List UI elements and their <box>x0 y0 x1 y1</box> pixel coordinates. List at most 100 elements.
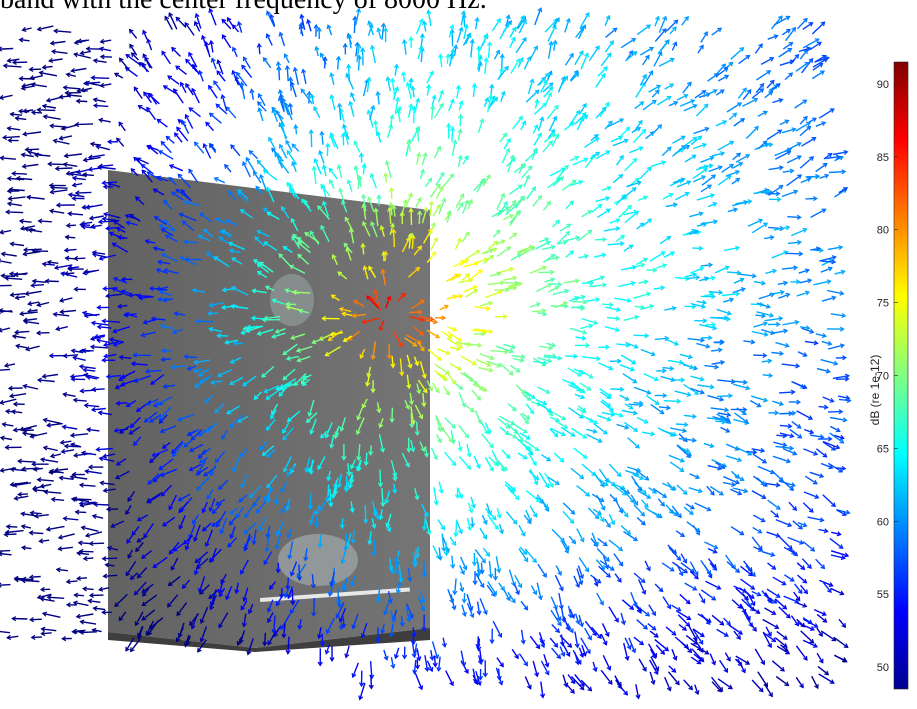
intensity-vector-head <box>263 241 269 246</box>
intensity-vector-head <box>285 506 291 512</box>
intensity-vector-head <box>451 379 457 385</box>
intensity-vector <box>231 286 249 296</box>
intensity-vector-head <box>209 601 215 607</box>
intensity-vector-head <box>787 47 793 53</box>
intensity-vector-head <box>749 606 755 612</box>
intensity-vector-head <box>776 196 782 203</box>
intensity-vector-head <box>317 661 323 667</box>
intensity-vector <box>198 449 207 459</box>
intensity-vector-head <box>706 570 712 576</box>
intensity-vector-head <box>416 196 422 203</box>
intensity-vector <box>480 562 483 574</box>
intensity-vector-head <box>285 355 291 361</box>
intensity-vector-head <box>789 445 795 451</box>
intensity-vector-head <box>498 210 504 215</box>
intensity-vector-head <box>765 188 771 195</box>
intensity-vector <box>781 266 798 270</box>
intensity-vector-head <box>87 166 93 172</box>
intensity-vector-head <box>198 371 204 377</box>
intensity-vector <box>446 326 457 331</box>
intensity-vector <box>430 649 434 660</box>
intensity-vector <box>675 530 685 537</box>
intensity-vector-head <box>376 27 382 33</box>
intensity-vector <box>574 652 579 665</box>
intensity-vector-head <box>104 562 110 568</box>
intensity-vector-head <box>601 252 607 258</box>
intensity-vector-head <box>280 508 286 514</box>
intensity-vector <box>619 126 630 138</box>
intensity-vector <box>30 618 42 621</box>
intensity-vector-head <box>416 389 422 395</box>
intensity-vector-head <box>48 353 54 359</box>
intensity-vector-head <box>599 517 605 523</box>
intensity-vector-head <box>565 651 571 658</box>
intensity-vector-head <box>604 564 610 570</box>
intensity-vector <box>410 405 415 424</box>
intensity-vector <box>800 326 810 329</box>
intensity-vector <box>414 672 423 690</box>
intensity-vector-head <box>471 360 478 366</box>
intensity-vector-head <box>309 93 315 99</box>
intensity-vector <box>834 270 845 275</box>
intensity-vector-head <box>48 208 55 214</box>
intensity-vector-head <box>443 551 449 557</box>
intensity-vector-head <box>333 483 339 490</box>
intensity-vector-head <box>322 56 328 62</box>
intensity-vector-head <box>703 103 709 109</box>
intensity-vector <box>129 29 138 39</box>
intensity-vector-head <box>304 232 310 237</box>
intensity-vector <box>467 502 473 513</box>
intensity-vector-head <box>17 491 23 497</box>
intensity-vector <box>677 614 690 627</box>
intensity-vector-head <box>713 219 719 225</box>
intensity-vector-head <box>45 97 51 103</box>
intensity-vector-head <box>451 605 457 611</box>
intensity-vector-head <box>488 573 494 579</box>
intensity-vector <box>157 261 171 265</box>
intensity-vector-head <box>774 513 780 518</box>
intensity-vector-head <box>486 362 492 367</box>
intensity-vector-head <box>383 26 389 32</box>
intensity-vector-head <box>184 545 190 551</box>
intensity-vector-head <box>363 519 369 524</box>
intensity-vector-head <box>46 422 52 428</box>
intensity-vector <box>240 559 249 575</box>
intensity-vector-head <box>133 590 139 596</box>
intensity-vector-head <box>500 239 506 245</box>
intensity-vector <box>818 108 835 119</box>
intensity-vector-head <box>419 299 425 305</box>
intensity-vector <box>23 385 39 390</box>
intensity-vector <box>244 504 254 518</box>
intensity-vector <box>662 596 672 609</box>
intensity-vector <box>803 491 819 499</box>
intensity-vector-head <box>512 434 518 439</box>
intensity-vector <box>732 383 750 390</box>
intensity-vector-head <box>495 229 501 235</box>
intensity-vector-head <box>800 565 806 571</box>
intensity-vector-head <box>95 338 102 344</box>
intensity-vector-head <box>503 200 508 206</box>
intensity-vector-head <box>289 468 295 474</box>
intensity-vector-head <box>810 546 816 552</box>
intensity-vector-head <box>287 102 294 108</box>
intensity-vector <box>664 83 674 90</box>
intensity-vector <box>30 75 43 80</box>
intensity-vector-head <box>785 458 792 464</box>
intensity-vector-head <box>785 292 791 298</box>
intensity-vector-head <box>785 613 791 619</box>
intensity-vector-head <box>686 81 692 87</box>
intensity-vector-head <box>502 466 508 472</box>
intensity-vector-head <box>346 32 352 38</box>
intensity-vector <box>229 507 239 515</box>
intensity-vector-head <box>588 418 594 423</box>
intensity-vector <box>794 99 807 109</box>
intensity-vector-head <box>79 50 85 56</box>
intensity-vector-head <box>267 640 273 646</box>
intensity-vector-head <box>823 528 829 534</box>
intensity-vector-head <box>546 200 552 206</box>
intensity-vector <box>289 103 293 115</box>
intensity-vector <box>608 463 622 477</box>
intensity-vector-head <box>804 61 810 67</box>
intensity-vector <box>43 115 61 120</box>
intensity-vector-head <box>718 490 724 496</box>
